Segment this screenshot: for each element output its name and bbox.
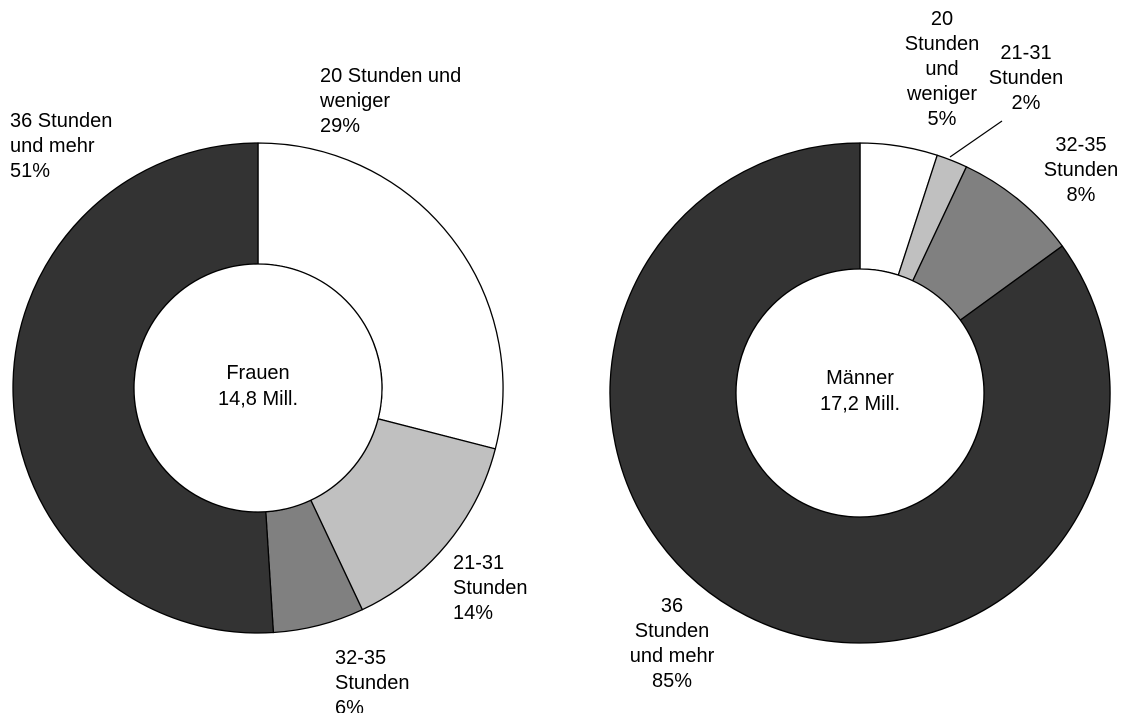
- center-label-value: 17,2 Mill.: [820, 393, 900, 415]
- label-32-35-stunden: 32-35 Stunden 8%: [1044, 134, 1119, 206]
- label-line: Stunden: [635, 620, 710, 642]
- center-label-title: Männer: [826, 367, 894, 389]
- label-line: und: [925, 58, 958, 80]
- center-label-value: 14,8 Mill.: [218, 388, 298, 410]
- label-36-stunden-und-mehr: 36 Stunden und mehr 51%: [10, 110, 112, 182]
- donut-hole: [735, 268, 985, 518]
- label-line: 14%: [453, 602, 493, 624]
- donut-hole: [133, 263, 383, 513]
- label-line: und mehr: [630, 645, 715, 667]
- label-line: Stunden: [335, 672, 410, 694]
- label-line: 36 Stunden: [10, 110, 112, 132]
- label-line: Stunden: [453, 577, 528, 599]
- label-line: 6%: [335, 697, 364, 713]
- label-line: 29%: [320, 115, 360, 137]
- label-line: 21-31: [1000, 42, 1051, 64]
- label-line: 20: [931, 8, 953, 30]
- label-line: weniger: [906, 83, 977, 105]
- label-line: 20 Stunden und: [320, 65, 461, 87]
- label-line: und mehr: [10, 135, 95, 157]
- label-line: Stunden: [905, 33, 980, 55]
- label-32-35-stunden: 32-35 Stunden 6%: [335, 647, 410, 713]
- label-21-31-stunden: 21-31 Stunden 2%: [989, 42, 1064, 114]
- donut-chart-m-nner: Männer 17,2 Mill. 20 Stunden und weniger 5% 21-…: [609, 8, 1119, 692]
- label-line: 32-35: [335, 647, 386, 669]
- label-line: weniger: [319, 90, 390, 112]
- label-line: 5%: [928, 108, 957, 130]
- label-line: 8%: [1067, 184, 1096, 206]
- label-20-stunden-und-weniger: 20 Stunden und weniger 29%: [319, 65, 461, 137]
- label-21-31-stunden: 21-31 Stunden 14%: [453, 552, 528, 624]
- label-line: 51%: [10, 160, 50, 182]
- donut-chart-frauen: Frauen 14,8 Mill. 20 Stunden und weniger 29%…: [10, 65, 528, 718]
- center-label-title: Frauen: [226, 362, 289, 384]
- leader-line-21-31-stunden: [949, 120, 1003, 158]
- label-line: 21-31: [453, 552, 504, 574]
- label-line: 85%: [652, 670, 692, 692]
- label-20-stunden-und-weniger: 20 Stunden und weniger 5%: [905, 8, 980, 130]
- label-line: 36: [661, 595, 683, 617]
- label-line: 2%: [1012, 92, 1041, 114]
- label-line: Stunden: [989, 67, 1064, 89]
- label-line: Stunden: [1044, 159, 1119, 181]
- label-36-stunden-und-mehr: 36 Stunden und mehr 85%: [630, 595, 715, 692]
- label-line: 32-35: [1055, 134, 1106, 156]
